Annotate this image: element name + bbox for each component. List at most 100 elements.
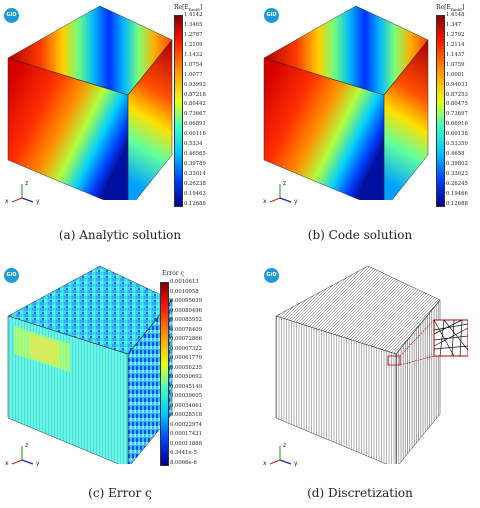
colorbar-tick-label: 1.0759	[446, 61, 465, 68]
colorbar-tick-label: 0.00072866	[170, 336, 203, 343]
axis-x-label: x	[5, 460, 9, 467]
colorbar	[174, 15, 183, 207]
axis-y-label: y	[294, 198, 298, 205]
colorbar-tick-label: 1.1437	[446, 51, 465, 58]
colorbar-tick-label: 0.39789	[184, 161, 206, 168]
colorbar-tick-label: 0.87218	[184, 91, 206, 98]
axis-z-label: z	[25, 442, 29, 449]
colorbar-tick-label: 0.33023	[446, 171, 468, 177]
error-cube	[7, 265, 173, 464]
colorbar-title: Re[ERinfd]	[174, 4, 203, 13]
colorbar-ticks: 1.4148 1.347 1.2792 1.2114 1.1437 1.0759 1.008…	[446, 12, 468, 207]
colorbar-tick-label: 0.00061779	[170, 355, 203, 362]
colorbar-tick-label: 0.00022974	[170, 421, 203, 428]
colorbar-tick-label: 0.66891	[184, 121, 206, 128]
colorbar-tick-label: 0.66916	[446, 121, 468, 128]
colorbar-tick-label: 0.00034061	[170, 402, 203, 409]
gid-logo: GiD	[264, 8, 279, 23]
axis-y-label: y	[36, 460, 40, 467]
colorbar-tick-label: 0.53359	[446, 141, 468, 148]
colorbar-tick-label: 0.87253	[446, 91, 468, 98]
colorbar-tick-label: 0.60138	[446, 131, 468, 138]
colorbar-tick-label: 0.60116	[184, 131, 206, 138]
colorbar-title: Re[ERinfd]	[436, 4, 465, 13]
colorbar-tick-label: 0.73697	[446, 111, 468, 118]
colorbar-tick-label: 0.39802	[446, 161, 468, 168]
axis-z-label: z	[25, 180, 29, 187]
colorbar-tick-label: 1.0077	[184, 71, 203, 78]
colorbar-tick-label: 0.00089496	[170, 307, 203, 314]
colorbar-tick-label: 0.5334	[184, 141, 203, 148]
colorbar-tick-label: 0.19463	[184, 190, 206, 197]
colorbar-ticks: 1.4142 1.3465 1.2787 1.2109 1.1432 1.0754 1.00…	[184, 12, 206, 207]
colorbar-tick-label: 1.2109	[184, 41, 203, 48]
axis-triad	[269, 184, 292, 203]
colorbar-tick-label: 0.00039605	[170, 393, 203, 400]
colorbar-tick-label: 1.2792	[446, 31, 465, 38]
axis-triad	[11, 446, 34, 465]
colorbar-tick-label: 1.4142	[184, 12, 203, 18]
colorbar-tick-label: 0.0010613	[170, 279, 199, 285]
colorbar-tick-label: 0.46565	[184, 151, 206, 158]
colorbar-title: Error ς	[162, 270, 184, 277]
colorbar-tick-label: 0.80442	[184, 101, 206, 108]
colorbar-tick-label: 0.00056235	[170, 364, 203, 371]
axis-z-label: z	[283, 442, 287, 449]
colorbar-tick-label: 0.26238	[184, 180, 206, 187]
panel-error: GiD Error ς 0.0010613 0.0010058 0.00095039…	[0, 254, 240, 508]
axis-y-label: y	[36, 198, 40, 205]
code-cube	[263, 5, 429, 200]
gid-logo: GiD	[4, 8, 19, 23]
panel-discretization: GiD z x y (d) Discretization	[240, 254, 480, 508]
caption-b: (b) Code solution	[307, 228, 413, 242]
colorbar-tick-label: 1.4148	[446, 12, 465, 18]
colorbar-tick-label: 1.3465	[184, 21, 203, 28]
axis-triad	[11, 184, 34, 203]
colorbar-tick-label: 0.00095039	[170, 298, 203, 305]
colorbar-tick-label: 0.00011888	[170, 440, 203, 447]
colorbar-tick-label: 0.00050692	[170, 374, 203, 381]
caption-d: (d) Discretization	[307, 486, 413, 500]
axis-z-label: z	[283, 180, 287, 187]
colorbar-tick-label: 0.00083952	[170, 317, 203, 324]
colorbar-tick-label: 0.93993	[184, 81, 206, 88]
colorbar-tick-label: 0.73667	[184, 111, 206, 118]
panel-analytic: GiD Re[ERinfd] 1.4142 1.3465 1.2787 1.2109 1…	[0, 0, 240, 254]
colorbar-tick-label: 1.2787	[184, 31, 203, 38]
colorbar-tick-label: 1.0081	[446, 71, 465, 78]
axis-x-label: x	[263, 198, 267, 205]
colorbar-tick-label: 0.0010058	[170, 288, 199, 295]
colorbar-tick-label: 0.26245	[446, 180, 468, 187]
axis-y-label: y	[294, 460, 298, 467]
caption-a: (a) Analytic solution	[58, 228, 182, 242]
colorbar-tick-label: 1.1432	[184, 51, 203, 58]
colorbar-tick-label: 6.3441e-5	[170, 450, 197, 457]
panel-code: GiD Re[ERinfd] 1.4148 1.347 1.2792 1.2114 1.…	[240, 0, 480, 254]
colorbar-tick-label: 0.00045149	[170, 383, 203, 390]
colorbar	[160, 282, 169, 466]
colorbar-tick-label: 0.33014	[184, 171, 206, 177]
colorbar-tick-label: 0.00067322	[170, 345, 203, 352]
colorbar-ticks: 0.0010613 0.0010058 0.00095039 0.00089496 0.…	[170, 279, 203, 466]
colorbar-tick-label: 0.00028518	[170, 412, 203, 419]
colorbar-tick-label: 0.12688	[184, 200, 206, 207]
colorbar-tick-label: 0.12688	[446, 200, 468, 207]
colorbar-tick-label: 0.00017431	[170, 431, 203, 438]
gid-logo: GiD	[264, 268, 279, 283]
colorbar-tick-label: 8.0066e-6	[170, 459, 197, 466]
mesh-cube	[275, 265, 468, 464]
caption-c: (c) Error ς	[88, 486, 152, 500]
colorbar-tick-label: 1.347	[446, 21, 462, 28]
colorbar-tick-label: 1.0754	[184, 61, 203, 68]
gid-logo: GiD	[4, 268, 19, 283]
colorbar	[436, 15, 445, 207]
colorbar-tick-label: 1.2114	[446, 41, 465, 48]
colorbar-tick-label: 0.94031	[446, 81, 468, 88]
axis-x-label: x	[5, 198, 9, 205]
colorbar-tick-label: 0.19466	[446, 190, 468, 197]
axis-triad	[269, 446, 292, 465]
colorbar-tick-label: 0.4658	[446, 151, 465, 158]
colorbar-tick-label: 0.00078409	[170, 326, 203, 333]
colorbar-tick-label: 0.80475	[446, 101, 468, 108]
analytic-cube	[7, 5, 173, 200]
